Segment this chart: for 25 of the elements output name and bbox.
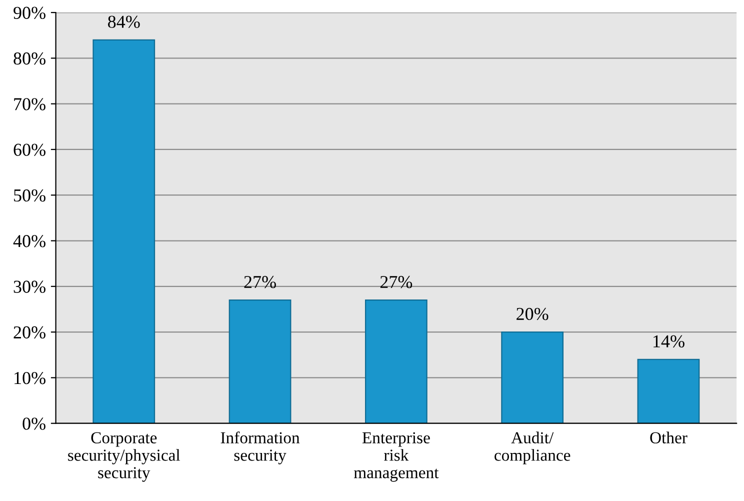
- bar: [228, 300, 292, 424]
- x-tick-label: Information security: [220, 432, 300, 464]
- x-tick-label: Corporate security/physical security: [68, 432, 180, 482]
- y-tick-label: 10%: [14, 372, 46, 384]
- y-tick-label: 60%: [14, 144, 46, 156]
- y-tick-label: 20%: [14, 326, 46, 339]
- data-label: 14%: [654, 335, 684, 348]
- bar: [637, 358, 700, 424]
- data-label: 84%: [108, 16, 140, 28]
- y-tick-label: 80%: [14, 52, 46, 65]
- bar: [92, 39, 156, 424]
- bar: [501, 331, 564, 424]
- y-tick-label: 30%: [14, 280, 46, 293]
- x-tick-label: Enterprise risk management: [354, 432, 439, 482]
- x-tick-label: Other: [650, 432, 688, 444]
- data-label: 27%: [244, 276, 276, 288]
- y-tick-label: 70%: [14, 98, 46, 110]
- y-tick-label: 40%: [13, 235, 46, 248]
- data-label: 27%: [380, 276, 412, 288]
- y-tick-label: 50%: [14, 189, 46, 202]
- bar: [364, 300, 428, 424]
- y-tick-label: 0%: [22, 418, 46, 430]
- x-tick-label: Audit/ compliance: [494, 432, 570, 464]
- y-tick-label: 90%: [14, 6, 46, 20]
- data-label: 20%: [516, 308, 548, 320]
